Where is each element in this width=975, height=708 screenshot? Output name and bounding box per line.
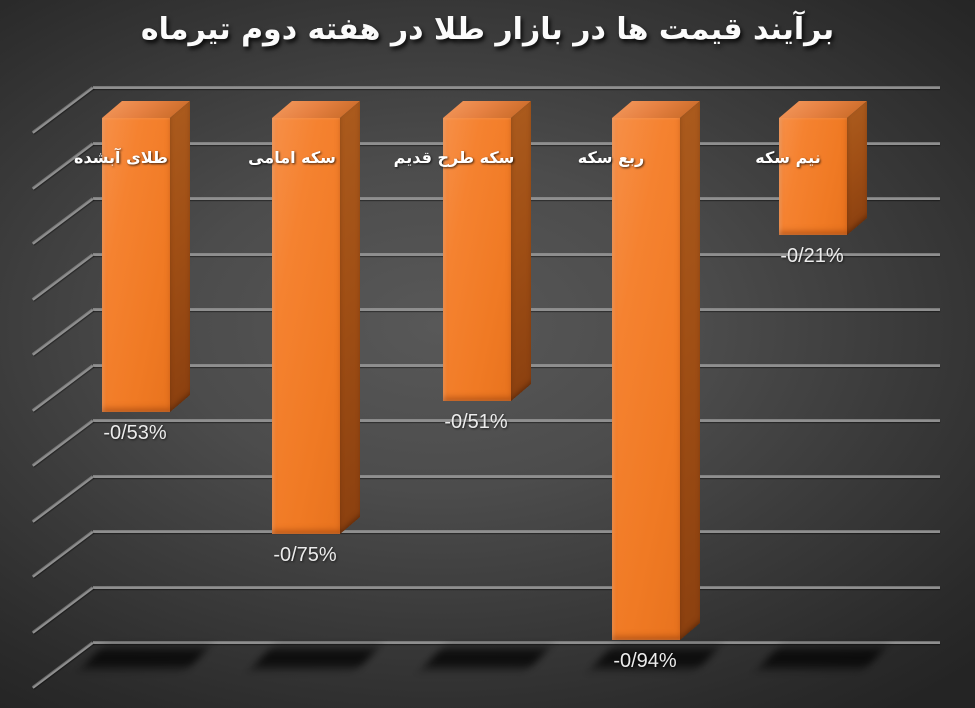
bar-side-face <box>340 101 360 535</box>
bar-front-face <box>102 118 170 412</box>
category-label-5: نیم سکه <box>755 148 821 167</box>
bar-2 <box>272 101 360 535</box>
floor-shadow <box>423 648 549 668</box>
category-label-4: ربع سکه <box>577 148 645 167</box>
bar-1 <box>102 101 190 413</box>
bar-front-face <box>612 118 680 640</box>
gridline-diagonal <box>32 198 94 245</box>
gridline-diagonal <box>32 475 94 523</box>
value-label-4: -0/94% <box>613 650 677 672</box>
gridline-horizontal <box>93 531 940 533</box>
bar-side-face <box>847 101 867 236</box>
gridline-diagonal <box>32 586 94 634</box>
bar-4 <box>612 101 700 640</box>
bar-side-face <box>680 101 700 640</box>
gridline-diagonal <box>32 309 94 356</box>
gridline-horizontal <box>93 642 940 644</box>
gridline-diagonal <box>32 531 94 578</box>
bar-5 <box>779 101 867 236</box>
bar-front-face <box>272 118 340 534</box>
floor-shadow <box>82 648 208 668</box>
floor-shadow <box>252 648 378 668</box>
gridline-diagonal <box>32 420 94 467</box>
category-label-3: سکه طرح قدیم <box>393 148 515 167</box>
bar-front-face <box>779 118 847 235</box>
bar-side-face <box>170 101 190 413</box>
bar-front-face <box>443 118 511 401</box>
category-label-2: سکه امامی <box>248 148 336 167</box>
gridline-diagonal <box>32 364 94 412</box>
gridline-horizontal <box>93 475 940 478</box>
value-label-3: -0/51% <box>444 411 508 433</box>
value-label-1: -0/53% <box>103 422 167 444</box>
value-label-5: -0/21% <box>780 245 844 267</box>
bar-3 <box>443 101 531 402</box>
value-label-2: -0/75% <box>273 544 337 566</box>
gridline-horizontal <box>93 586 940 589</box>
chart-title: برآیند قیمت ها در بازار طلا در هفته دوم … <box>140 12 835 47</box>
gridline-horizontal <box>93 87 940 89</box>
bar-side-face <box>511 101 531 402</box>
gridline-diagonal <box>32 87 94 134</box>
gridline-diagonal <box>32 253 94 301</box>
gridline-horizontal <box>93 420 940 422</box>
floor-shadow <box>759 648 885 668</box>
category-label-1: طلای آبشده <box>74 148 168 167</box>
